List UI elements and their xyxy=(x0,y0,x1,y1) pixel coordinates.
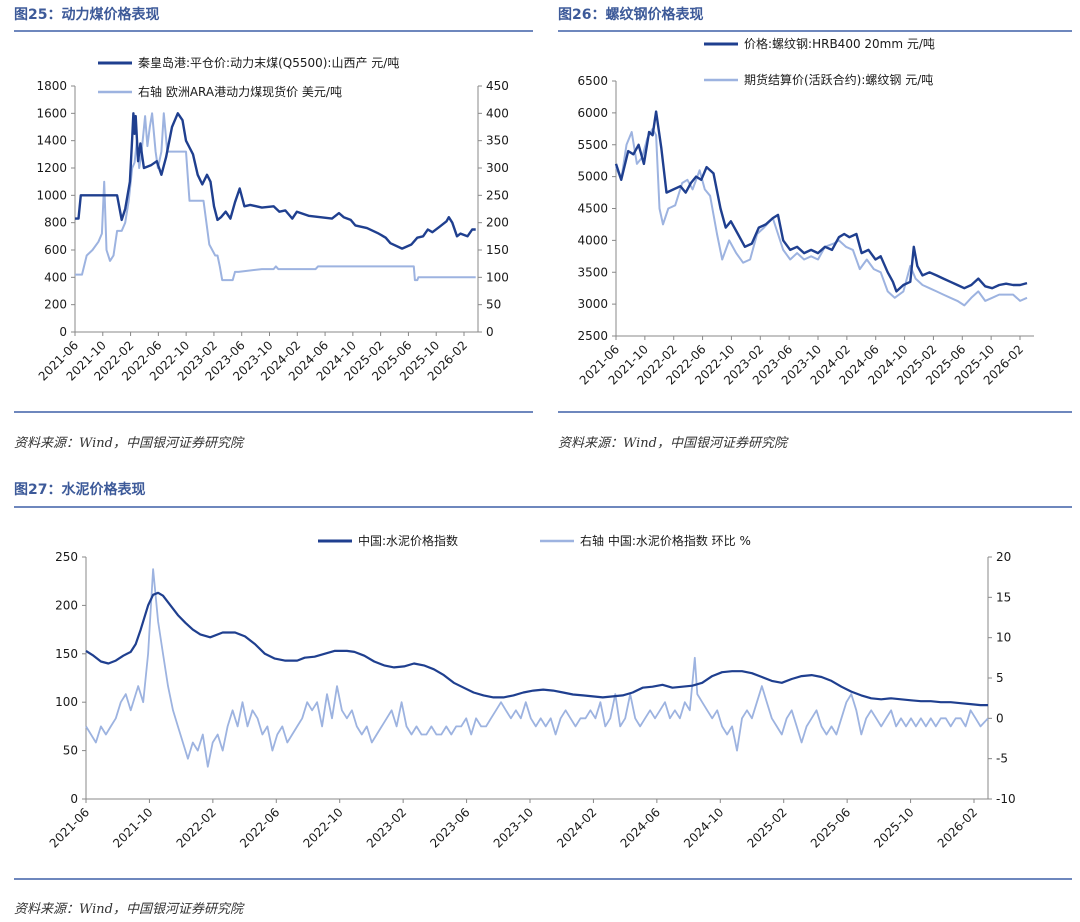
fig25-chart: 0 200 400 600 800 1000 1200 1400 1600 1800 0 50 100 1… xyxy=(36,55,509,384)
y2-tick-label: 200 xyxy=(486,216,509,230)
y2-tick-label: -5 xyxy=(996,752,1008,766)
y-tick-label: 0 xyxy=(59,325,67,339)
y-tick-label: 100 xyxy=(55,695,78,709)
legend-label-1: 右轴 中国:水泥价格指数 环比 % xyxy=(580,533,751,548)
fig27-top-rule xyxy=(14,506,1072,508)
y2-tick-label: 300 xyxy=(486,161,509,175)
y2-tick-label: 400 xyxy=(486,106,509,120)
x-tick-label: 2025-06 xyxy=(808,805,853,850)
fig25-source: 资料来源：Wind，中国银河证券研究院 xyxy=(14,436,243,451)
y-tick-label: 4500 xyxy=(577,202,608,216)
y-tick-label: 200 xyxy=(55,598,78,612)
y-tick-label: 3500 xyxy=(577,265,608,279)
x-tick-label: 2025-10 xyxy=(871,805,916,850)
y2-tick-label: 0 xyxy=(486,325,494,339)
x-tick-label: 2023-02 xyxy=(364,805,409,850)
y-tick-label: 2500 xyxy=(577,329,608,343)
legend-label-1: 右轴 欧洲ARA港动力煤现货价 美元/吨 xyxy=(138,84,342,99)
y-tick-label: 600 xyxy=(44,243,67,257)
x-tick-label: 2023-10 xyxy=(491,805,536,850)
y-tick-label: 1400 xyxy=(36,134,67,148)
fig27-source: 资料来源：Wind，中国银河证券研究院 xyxy=(14,902,243,917)
y-tick-label: 250 xyxy=(55,550,78,564)
series-line-1 xyxy=(75,112,476,282)
fig27-chart: 0 50 100 150 200 250 -10 -5 0 5 10 15 20 2021-06 2021-… xyxy=(47,533,1016,851)
legend-label-1: 期货结算价(活跃合约):螺纹钢 元/吨 xyxy=(744,72,933,87)
y2-tick-label: 20 xyxy=(996,550,1011,564)
x-tick-label: 2026-02 xyxy=(935,805,980,850)
series-line-1 xyxy=(85,568,989,768)
legend-label-0: 秦皇岛港:平仓价:动力末煤(Q5500):山西产 元/吨 xyxy=(138,55,399,70)
series-line-0 xyxy=(614,110,1028,293)
fig26-bottom-rule xyxy=(558,411,1072,413)
fig26-source: 资料来源：Wind，中国银河证券研究院 xyxy=(558,436,787,451)
y2-tick-label: 0 xyxy=(996,711,1004,725)
y-tick-label: 800 xyxy=(44,216,67,230)
y-tick-label: 6500 xyxy=(577,74,608,88)
legend-label-0: 价格:螺纹钢:HRB400 20mm 元/吨 xyxy=(744,36,935,51)
y2-tick-label: 150 xyxy=(486,243,509,257)
fig26-chart: 2500300035004000450050005500600065002021… xyxy=(577,36,1034,388)
x-tick-label: 2022-10 xyxy=(300,805,345,850)
x-tick-label: 2022-02 xyxy=(174,805,219,850)
y-tick-label: 6000 xyxy=(577,106,608,120)
y2-tick-label: 15 xyxy=(996,590,1011,604)
x-tick-label: 2021-10 xyxy=(110,805,155,850)
fig26-title: 图26：螺纹钢价格表现 xyxy=(558,7,704,23)
y2-tick-label: 450 xyxy=(486,79,509,93)
y2-tick-label: 250 xyxy=(486,188,509,202)
x-tick-label: 2025-02 xyxy=(744,805,789,850)
x-tick-label: 2024-06 xyxy=(618,805,663,850)
series-line-0 xyxy=(75,112,476,250)
fig27-title: 图27：水泥价格表现 xyxy=(14,482,146,498)
y-tick-label: 4000 xyxy=(577,233,608,247)
fig26-top-rule xyxy=(558,30,1072,32)
y-tick-label: 1600 xyxy=(36,106,67,120)
fig27-bottom-rule xyxy=(14,878,1072,880)
y-tick-label: 200 xyxy=(44,298,67,312)
y-tick-label: 3000 xyxy=(577,297,608,311)
x-tick-label: 2024-10 xyxy=(681,805,726,850)
y-tick-label: 150 xyxy=(55,647,78,661)
y2-tick-label: 50 xyxy=(486,298,501,312)
x-tick-label: 2022-06 xyxy=(237,805,282,850)
y-tick-label: 5500 xyxy=(577,138,608,152)
y2-tick-label: 10 xyxy=(996,631,1011,645)
fig25-top-rule xyxy=(14,30,533,32)
fig25-title: 图25：动力煤价格表现 xyxy=(14,7,160,23)
y-tick-label: 50 xyxy=(63,744,78,758)
series-line-0 xyxy=(85,591,988,707)
fig25-bottom-rule xyxy=(14,411,533,413)
y2-tick-label: 350 xyxy=(486,134,509,148)
y2-tick-label: -10 xyxy=(996,792,1016,806)
y-tick-label: 0 xyxy=(70,792,78,806)
y-tick-label: 1000 xyxy=(36,188,67,202)
x-tick-label: 2023-06 xyxy=(427,805,472,850)
series-line-1 xyxy=(615,127,1028,307)
y-tick-label: 5000 xyxy=(577,170,608,184)
y2-tick-label: 100 xyxy=(486,270,509,284)
legend-label-0: 中国:水泥价格指数 xyxy=(358,533,458,548)
y-tick-label: 1200 xyxy=(36,161,67,175)
y-tick-label: 1800 xyxy=(36,79,67,93)
x-tick-label: 2021-06 xyxy=(47,805,92,850)
y2-tick-label: 5 xyxy=(996,671,1004,685)
y-tick-label: 400 xyxy=(44,270,67,284)
x-tick-label: 2024-02 xyxy=(554,805,599,850)
